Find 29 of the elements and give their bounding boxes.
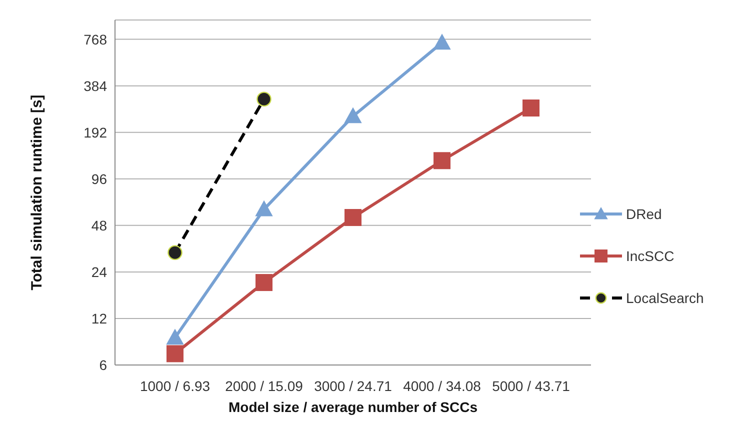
point [434,34,450,50]
y-tick-label: 6 [99,356,108,373]
x-tick-label: 2000 / 15.09 [225,378,304,394]
point [434,152,450,170]
y-tick-label: 48 [91,217,108,234]
y-tick-label: 768 [84,31,108,48]
y-tick-label: 24 [91,264,108,280]
point [166,329,184,345]
point [256,200,272,216]
x-tick-label: 1000 / 6.93 [140,378,210,394]
y-tick-label: 96 [91,170,108,187]
x-axis-title: Model size / average number of SCCs [228,399,478,415]
x-tick-label: 4000 / 34.08 [403,378,482,394]
legend-label: LocalSearch [626,290,704,306]
y-axis-title: Total simulation runtime [s] [28,94,46,290]
point [522,100,540,117]
point [168,245,182,260]
legend-label: IncSCC [626,248,674,264]
y-tick-label: 12 [91,310,108,326]
y-tick-label: 192 [84,124,108,140]
legend-label: DRed [626,206,662,222]
x-tick-label: 5000 / 43.71 [492,378,570,394]
y-tick-label: 384 [84,78,108,94]
point [166,345,184,362]
point [256,274,272,292]
point [344,108,362,124]
x-tick-label: 3000 / 24.71 [314,378,392,394]
point [344,209,362,226]
point [256,92,272,107]
